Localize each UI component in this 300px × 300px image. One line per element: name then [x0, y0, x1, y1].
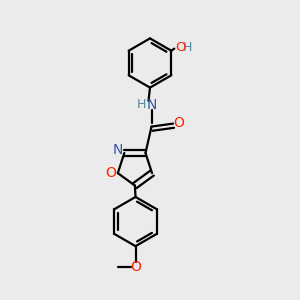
Text: O: O	[174, 116, 184, 130]
Text: O: O	[105, 166, 116, 180]
Text: H: H	[137, 98, 147, 112]
Text: N: N	[146, 98, 157, 112]
Text: O: O	[176, 41, 186, 54]
Text: N: N	[112, 143, 123, 157]
Text: H: H	[183, 41, 192, 54]
Text: O: O	[130, 260, 141, 274]
